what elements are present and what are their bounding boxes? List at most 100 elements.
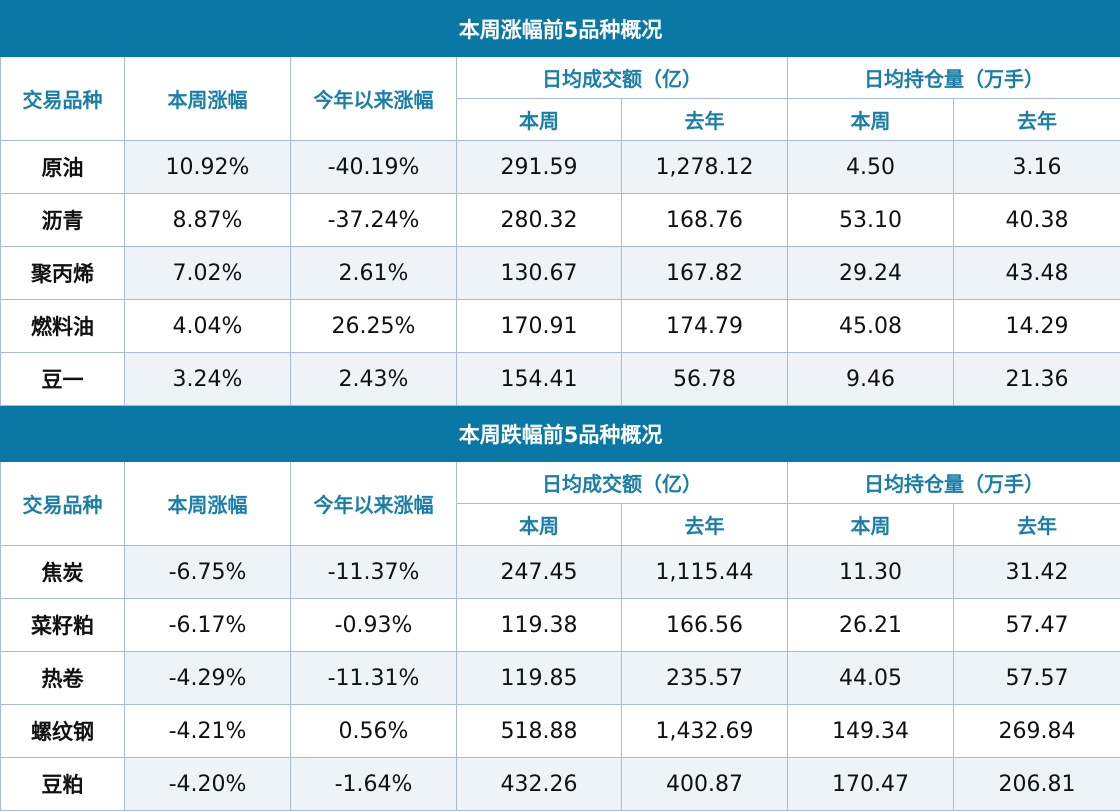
value-cell: 44.05 [787, 651, 954, 705]
value-cell: 40.38 [952, 193, 1120, 247]
header-ytd-change: 今年以来涨幅 [290, 56, 457, 141]
value-cell: 26.21 [787, 598, 954, 652]
value-cell: 11.30 [787, 545, 954, 599]
table-row: 热卷 -4.29% -11.31% 119.85 235.57 44.05 57.57 [0, 651, 1120, 705]
value-cell: 10.92% [124, 140, 291, 194]
value-cell: 247.45 [456, 545, 622, 599]
value-cell: 45.08 [787, 299, 954, 353]
value-cell: 1,432.69 [621, 704, 788, 758]
value-cell: 1,278.12 [621, 140, 788, 194]
table-row: 原油 10.92% -40.19% 291.59 1,278.12 4.50 3.16 [0, 140, 1120, 194]
value-cell: 119.38 [456, 598, 622, 652]
value-cell: 26.25% [290, 299, 457, 353]
header-variety: 交易品种 [0, 461, 125, 546]
value-cell: 167.82 [621, 246, 788, 300]
variety-cell: 燃料油 [0, 299, 125, 353]
value-cell: 9.46 [787, 352, 954, 406]
header-avg-volume: 日均成交额（亿） [456, 461, 788, 504]
value-cell: -37.24% [290, 193, 457, 247]
value-cell: 235.57 [621, 651, 788, 705]
value-cell: 269.84 [952, 704, 1120, 758]
header-week-change: 本周涨幅 [124, 56, 291, 141]
value-cell: 1,115.44 [621, 545, 788, 599]
value-cell: 432.26 [456, 757, 622, 811]
header-ytd-change: 今年以来涨幅 [290, 461, 457, 546]
header-last-year: 去年 [952, 503, 1120, 546]
variety-cell: 聚丙烯 [0, 246, 125, 300]
table-row: 焦炭 -6.75% -11.37% 247.45 1,115.44 11.30 31.42 [0, 545, 1120, 599]
value-cell: -0.93% [290, 598, 457, 652]
variety-cell: 螺纹钢 [0, 704, 125, 758]
value-cell: 43.48 [952, 246, 1120, 300]
value-cell: 154.41 [456, 352, 622, 406]
header-last-year: 去年 [952, 98, 1120, 141]
value-cell: 168.76 [621, 193, 788, 247]
value-cell: 4.04% [124, 299, 291, 353]
header-this-week: 本周 [456, 503, 622, 546]
value-cell: 166.56 [621, 598, 788, 652]
value-cell: -4.21% [124, 704, 291, 758]
value-cell: -40.19% [290, 140, 457, 194]
variety-cell: 焦炭 [0, 545, 125, 599]
section-title: 本周涨幅前5品种概况 [0, 0, 1120, 57]
section-title: 本周跌幅前5品种概况 [0, 405, 1120, 462]
table-row: 豆粕 -4.20% -1.64% 432.26 400.87 170.47 206.81 [0, 757, 1120, 811]
value-cell: 7.02% [124, 246, 291, 300]
value-cell: 149.34 [787, 704, 954, 758]
value-cell: -11.31% [290, 651, 457, 705]
header-variety: 交易品种 [0, 56, 125, 141]
table-row: 菜籽粕 -6.17% -0.93% 119.38 166.56 26.21 57.47 [0, 598, 1120, 652]
header-week-change: 本周涨幅 [124, 461, 291, 546]
value-cell: 130.67 [456, 246, 622, 300]
variety-cell: 热卷 [0, 651, 125, 705]
value-cell: 400.87 [621, 757, 788, 811]
value-cell: 119.85 [456, 651, 622, 705]
value-cell: 21.36 [952, 352, 1120, 406]
value-cell: 29.24 [787, 246, 954, 300]
value-cell: -4.29% [124, 651, 291, 705]
variety-cell: 沥青 [0, 193, 125, 247]
table-row: 沥青 8.87% -37.24% 280.32 168.76 53.10 40.38 [0, 193, 1120, 247]
section-title-row: 本周跌幅前5品种概况 [0, 405, 1120, 462]
variety-cell: 豆粕 [0, 757, 125, 811]
table-row: 聚丙烯 7.02% 2.61% 130.67 167.82 29.24 43.48 [0, 246, 1120, 300]
value-cell: 2.61% [290, 246, 457, 300]
value-cell: 3.16 [952, 140, 1120, 194]
header-this-week: 本周 [787, 503, 954, 546]
table-row: 螺纹钢 -4.21% 0.56% 518.88 1,432.69 149.34 269.84 [0, 704, 1120, 758]
value-cell: 170.91 [456, 299, 622, 353]
variety-cell: 豆一 [0, 352, 125, 406]
value-cell: 291.59 [456, 140, 622, 194]
value-cell: 56.78 [621, 352, 788, 406]
value-cell: 518.88 [456, 704, 622, 758]
value-cell: -6.17% [124, 598, 291, 652]
header-last-year: 去年 [621, 503, 788, 546]
value-cell: 14.29 [952, 299, 1120, 353]
header-this-week: 本周 [456, 98, 622, 141]
value-cell: 4.50 [787, 140, 954, 194]
header-this-week: 本周 [787, 98, 954, 141]
table-row: 燃料油 4.04% 26.25% 170.91 174.79 45.08 14.29 [0, 299, 1120, 353]
variety-cell: 原油 [0, 140, 125, 194]
section-title-row: 本周涨幅前5品种概况 [0, 0, 1120, 57]
header-last-year: 去年 [621, 98, 788, 141]
value-cell: 57.47 [952, 598, 1120, 652]
variety-cell: 菜籽粕 [0, 598, 125, 652]
value-cell: 53.10 [787, 193, 954, 247]
value-cell: 280.32 [456, 193, 622, 247]
value-cell: 174.79 [621, 299, 788, 353]
value-cell: -6.75% [124, 545, 291, 599]
header-avg-volume: 日均成交额（亿） [456, 56, 788, 99]
value-cell: 3.24% [124, 352, 291, 406]
value-cell: 170.47 [787, 757, 954, 811]
table-row: 豆一 3.24% 2.43% 154.41 56.78 9.46 21.36 [0, 352, 1120, 406]
value-cell: 0.56% [290, 704, 457, 758]
value-cell: 206.81 [952, 757, 1120, 811]
value-cell: 57.57 [952, 651, 1120, 705]
value-cell: 8.87% [124, 193, 291, 247]
header-avg-oi: 日均持仓量（万手） [786, 461, 1120, 504]
value-cell: -4.20% [124, 757, 291, 811]
header-avg-oi: 日均持仓量（万手） [786, 56, 1120, 99]
value-cell: 2.43% [290, 352, 457, 406]
